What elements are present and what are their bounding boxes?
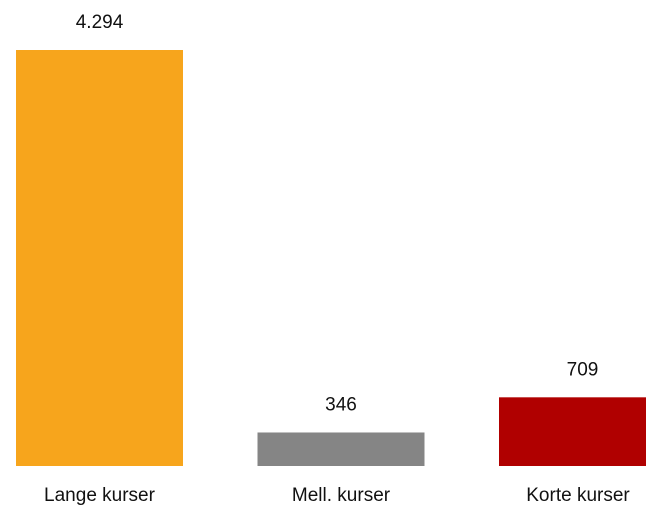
x-tick-label: Lange kurser	[44, 485, 156, 506]
bar	[16, 50, 183, 466]
x-tick-label: Mell. kurser	[292, 485, 391, 506]
value-label: 4.294	[76, 12, 124, 33]
x-tick-label: Korte kurser	[526, 485, 630, 506]
bar	[499, 397, 646, 466]
value-label: 709	[567, 359, 599, 380]
bar	[257, 432, 425, 466]
value-label: 346	[325, 394, 357, 415]
